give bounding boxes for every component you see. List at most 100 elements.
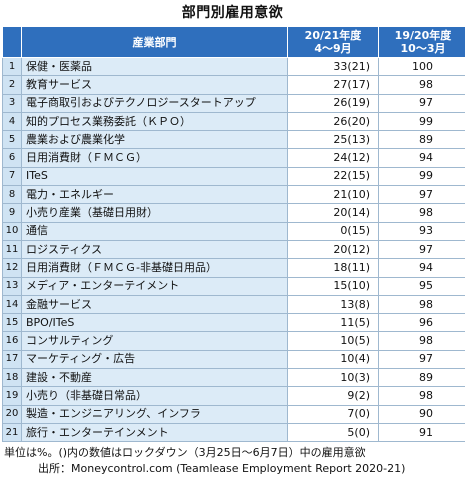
row-sector: 製造・エンジニアリング、インフラ: [21, 404, 288, 424]
row-sector: メディア・エンターテイメント: [21, 276, 288, 296]
row-sector: 教育サービス: [21, 75, 288, 95]
source-note: 出所：Moneycontrol.com (Teamlease Employmen…: [38, 462, 406, 475]
table-row: 6 日用消費財（ＦＭＣＧ） 24(12) 94: [2, 148, 465, 168]
table-row: 19 小売り（非基礎日常品） 9(2) 98: [2, 386, 465, 406]
row-number: 19: [2, 386, 22, 406]
row-number: 1: [2, 56, 22, 77]
table-row: 4 知的プロセス業務委託（ＫＰＯ） 26(20) 99: [2, 111, 465, 132]
row-value-fy2021: 13(8): [287, 294, 379, 315]
row-value-fy1920: 96: [378, 313, 465, 333]
row-sector: 建設・不動産: [21, 368, 288, 388]
table-row: 7 ITeS 22(15) 99: [2, 166, 465, 187]
row-value-fy2021: 0(15): [287, 221, 379, 241]
row-value-fy2021: 27(17): [287, 75, 379, 95]
row-value-fy1920: 90: [378, 404, 465, 424]
row-value-fy1920: 89: [378, 368, 465, 388]
table-row: 15 BPO/ITeS 11(5) 96: [2, 313, 465, 333]
table-row: 8 電力・エネルギー 21(10) 97: [2, 185, 465, 205]
row-number: 12: [2, 258, 22, 278]
table-row: 12 日用消費財（ＦＭＣＧ-非基礎日用品） 18(11) 94: [2, 258, 465, 278]
row-sector: 日用消費財（ＦＭＣＧ-非基礎日用品）: [21, 258, 288, 278]
table-row: 14 金融サービス 13(8) 98: [2, 294, 465, 315]
table-row: 1 保健・医薬品 33(21) 100: [2, 56, 465, 77]
header-fy1920-period: 10～3月: [400, 42, 446, 55]
row-value-fy1920: 97: [378, 93, 465, 113]
table-row: 9 小売り産業（基礎日用財） 20(14) 98: [2, 203, 465, 223]
row-value-fy2021: 26(19): [287, 93, 379, 113]
row-sector: BPO/ITeS: [21, 313, 288, 333]
row-value-fy2021: 22(15): [287, 166, 379, 187]
hiring-sentiment-table: 産業部門 20/21年度 4～9月 19/20年度 10～3月 1 保健・医薬品 3…: [2, 26, 465, 443]
row-sector: 保健・医薬品: [21, 56, 288, 77]
row-value-fy1920: 99: [378, 111, 465, 132]
row-value-fy1920: 98: [378, 386, 465, 406]
header-fy2021: 20/21年度 4～9月: [287, 26, 379, 58]
table-row: 18 建設・不動産 10(3) 89: [2, 368, 465, 388]
row-number: 5: [2, 130, 22, 150]
table-row: 17 マーケティング・広告 10(4) 97: [2, 349, 465, 370]
row-number: 10: [2, 221, 22, 241]
row-value-fy2021: 20(12): [287, 239, 379, 260]
header-fy1920: 19/20年度 10～3月: [378, 26, 465, 58]
row-value-fy1920: 94: [378, 258, 465, 278]
row-value-fy1920: 98: [378, 203, 465, 223]
row-value-fy2021: 10(3): [287, 368, 379, 388]
row-number: 20: [2, 404, 22, 424]
unit-note: 単位は%。()内の数値はロックダウン（3月25日～6月7日）中の雇用意欲: [4, 446, 366, 459]
row-value-fy1920: 100: [378, 56, 465, 77]
row-number: 7: [2, 166, 22, 187]
row-value-fy2021: 5(0): [287, 422, 379, 443]
row-number: 9: [2, 203, 22, 223]
row-value-fy1920: 94: [378, 148, 465, 168]
row-value-fy2021: 20(14): [287, 203, 379, 223]
row-value-fy1920: 89: [378, 130, 465, 150]
row-sector: 電子商取引およびテクノロジースタートアップ: [21, 93, 288, 113]
row-sector: 電力・エネルギー: [21, 185, 288, 205]
row-value-fy2021: 18(11): [287, 258, 379, 278]
header-sector: 産業部門: [21, 26, 288, 58]
row-number: 4: [2, 111, 22, 132]
row-value-fy2021: 33(21): [287, 56, 379, 77]
row-number: 8: [2, 185, 22, 205]
row-value-fy2021: 25(13): [287, 130, 379, 150]
page-title: 部門別雇用意欲: [181, 5, 284, 21]
row-value-fy1920: 98: [378, 75, 465, 95]
row-value-fy2021: 21(10): [287, 185, 379, 205]
row-number: 18: [2, 368, 22, 388]
row-number: 13: [2, 276, 22, 296]
row-value-fy2021: 10(5): [287, 331, 379, 351]
row-sector: ITeS: [21, 166, 288, 187]
header-fy1920-year: 19/20年度: [394, 29, 452, 42]
row-value-fy1920: 99: [378, 166, 465, 187]
row-number: 11: [2, 239, 22, 260]
row-sector: 通信: [21, 221, 288, 241]
row-value-fy2021: 26(20): [287, 111, 379, 132]
row-value-fy1920: 97: [378, 185, 465, 205]
row-value-fy2021: 24(12): [287, 148, 379, 168]
table-row: 10 通信 0(15) 93: [2, 221, 465, 241]
row-value-fy1920: 93: [378, 221, 465, 241]
table-row: 21 旅行・エンターテインメント 5(0) 91: [2, 422, 465, 443]
table-header-row: 産業部門 20/21年度 4～9月 19/20年度 10～3月: [2, 26, 465, 58]
row-number: 2: [2, 75, 22, 95]
row-value-fy2021: 9(2): [287, 386, 379, 406]
row-number: 6: [2, 148, 22, 168]
row-value-fy2021: 11(5): [287, 313, 379, 333]
table-row: 16 コンサルティング 10(5) 98: [2, 331, 465, 351]
header-fy2021-year: 20/21年度: [304, 29, 362, 42]
row-value-fy1920: 97: [378, 349, 465, 370]
row-value-fy1920: 95: [378, 276, 465, 296]
table-row: 2 教育サービス 27(17) 98: [2, 75, 465, 95]
row-number: 14: [2, 294, 22, 315]
row-sector: ロジスティクス: [21, 239, 288, 260]
row-sector: 日用消費財（ＦＭＣＧ）: [21, 148, 288, 168]
table-body: 1 保健・医薬品 33(21) 100 2 教育サービス 27(17) 98 3 電子商取引および…: [2, 56, 465, 443]
row-value-fy1920: 97: [378, 239, 465, 260]
row-sector: 小売り産業（基礎日用財）: [21, 203, 288, 223]
row-sector: マーケティング・広告: [21, 349, 288, 370]
row-sector: 旅行・エンターテインメント: [21, 422, 288, 443]
row-number: 15: [2, 313, 22, 333]
header-number: [2, 26, 22, 58]
table-row: 3 電子商取引およびテクノロジースタートアップ 26(19) 97: [2, 93, 465, 113]
row-number: 17: [2, 349, 22, 370]
